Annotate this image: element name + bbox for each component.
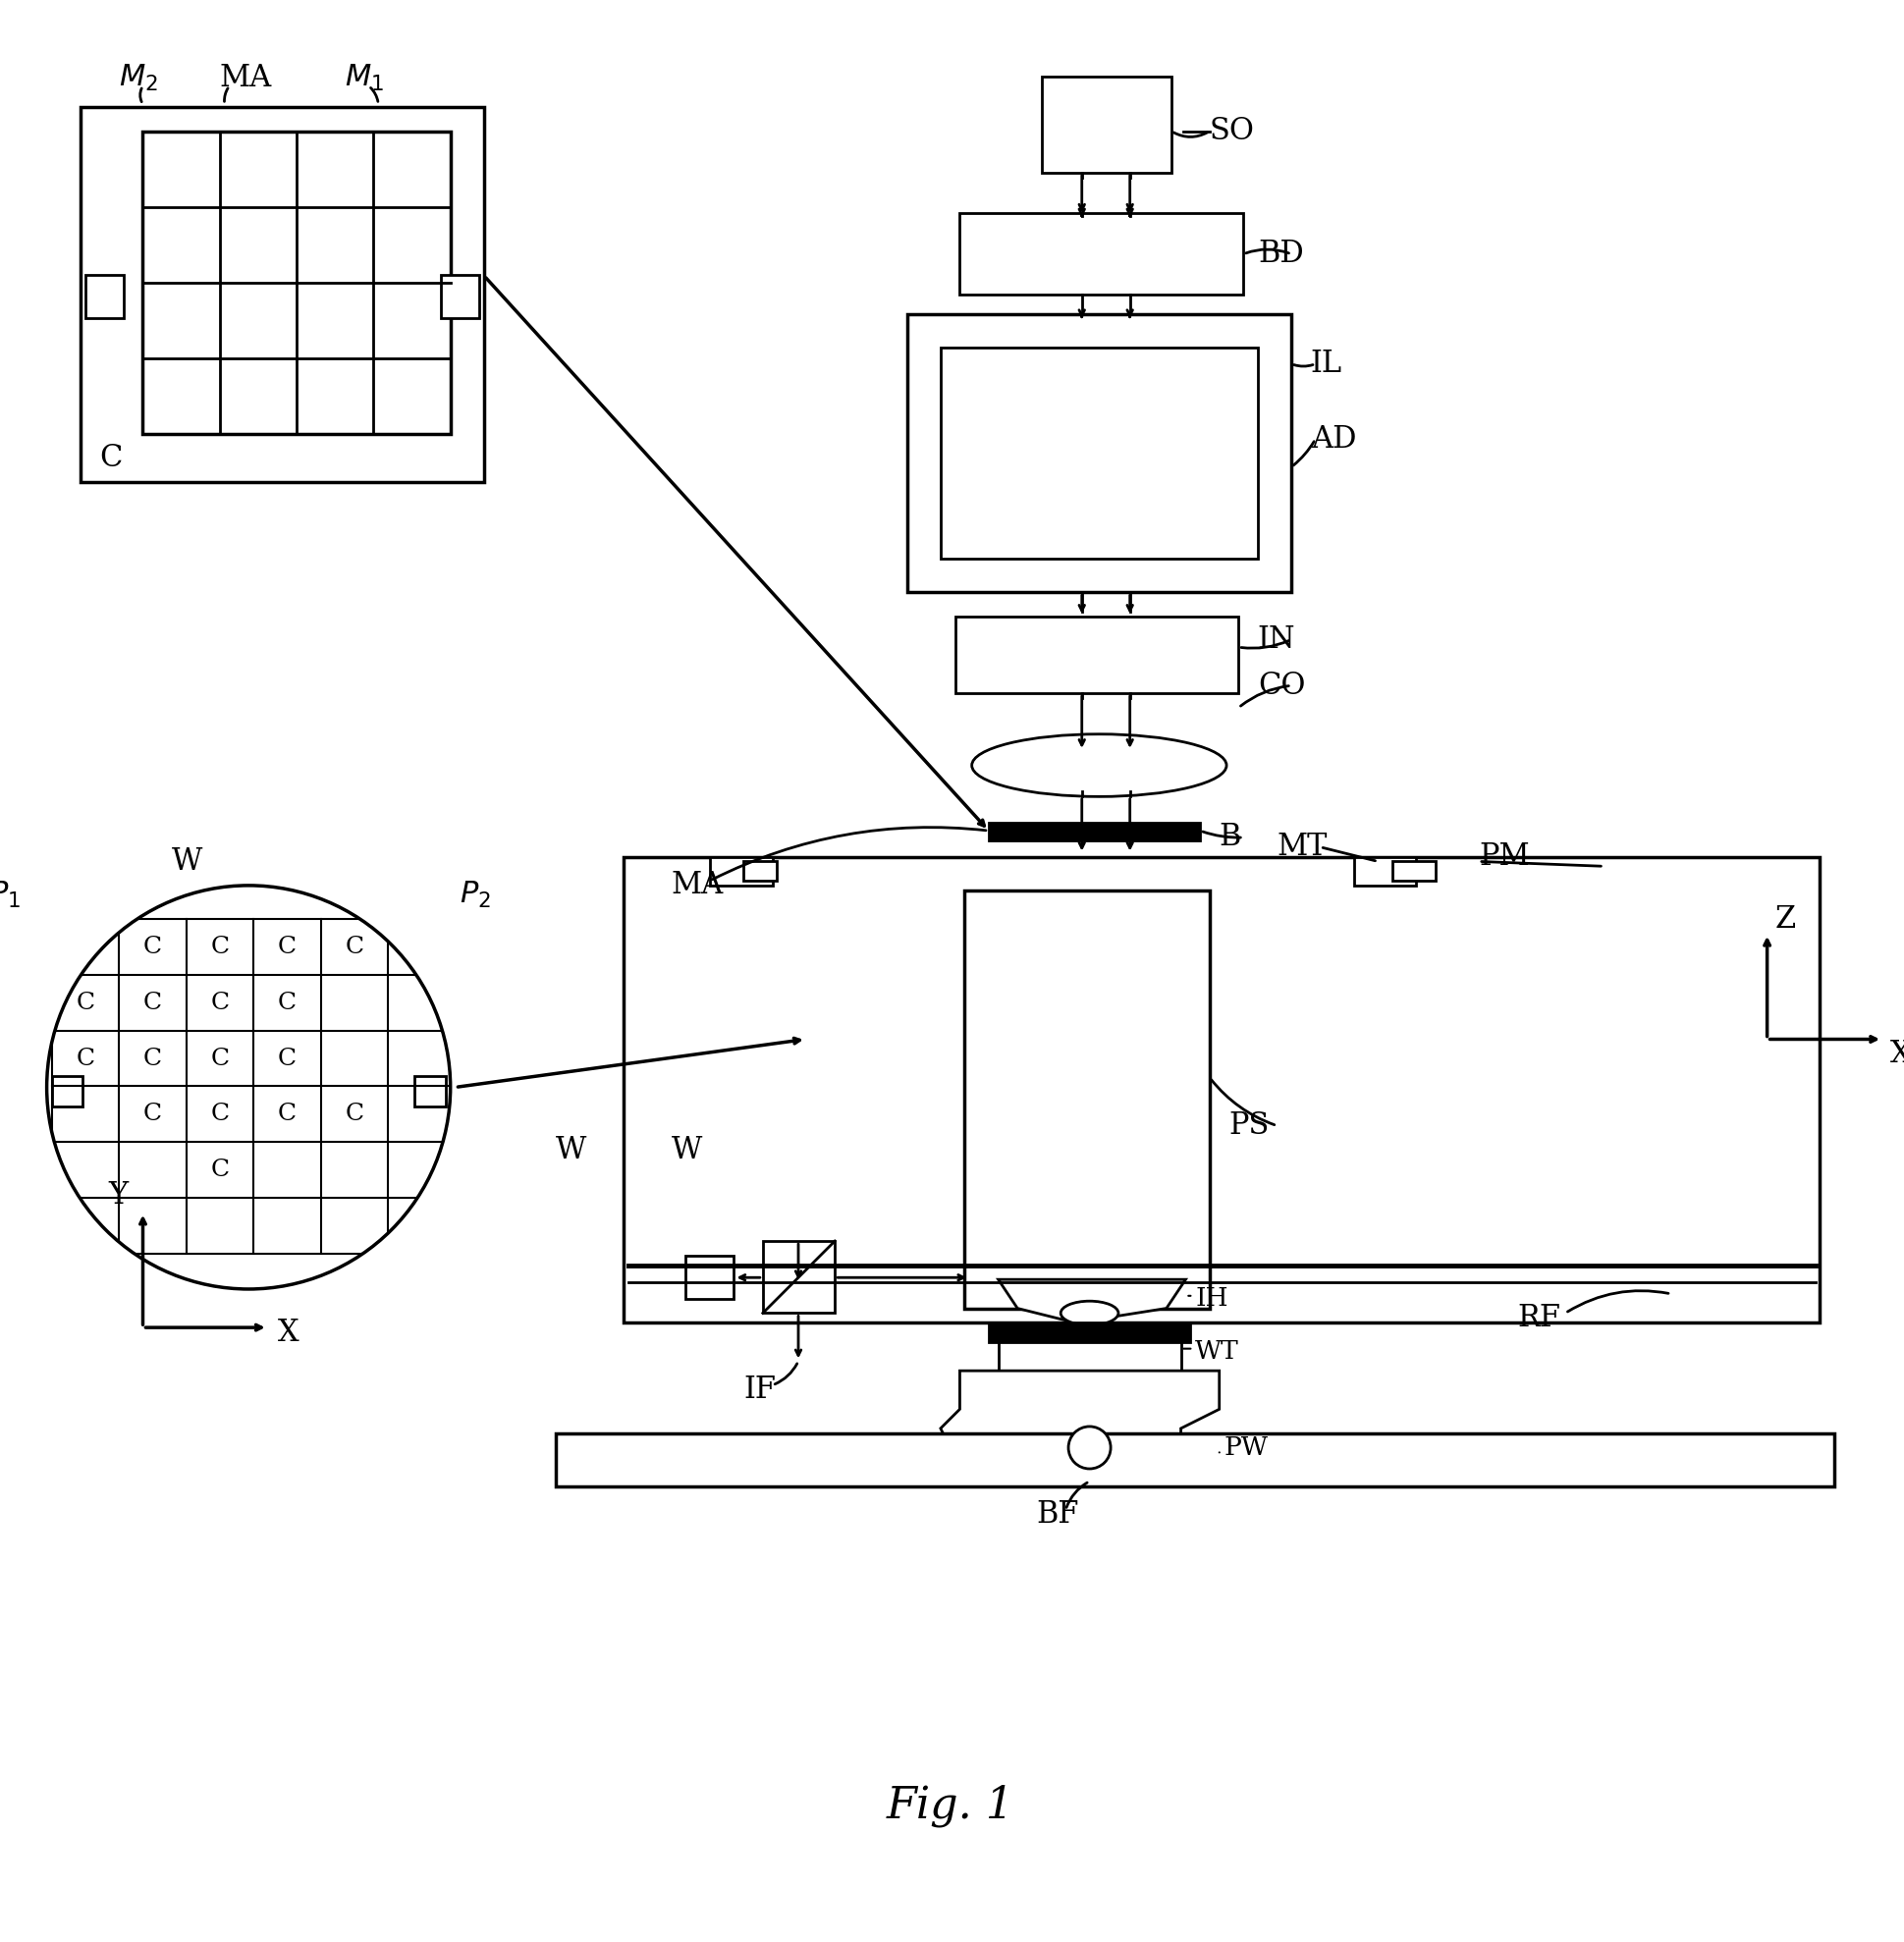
Text: MA: MA: [219, 62, 272, 93]
Text: $P_2$: $P_2$: [459, 880, 491, 911]
Bar: [623, 856, 1818, 1323]
Bar: [1392, 862, 1436, 880]
Bar: [556, 1433, 1834, 1486]
Circle shape: [1068, 1427, 1110, 1468]
Text: C: C: [345, 1103, 364, 1126]
Circle shape: [48, 886, 449, 1289]
Text: BD: BD: [1257, 239, 1302, 270]
Text: CO: CO: [1257, 670, 1304, 701]
Text: C: C: [209, 1103, 228, 1126]
Bar: [685, 1255, 733, 1299]
Bar: [963, 889, 1209, 1309]
Ellipse shape: [971, 734, 1226, 796]
Text: PW: PW: [1224, 1435, 1268, 1460]
Text: $P_1$: $P_1$: [0, 880, 21, 911]
Text: $M_2$: $M_2$: [118, 62, 158, 93]
Text: C: C: [345, 936, 364, 957]
Text: X: X: [278, 1317, 299, 1348]
Text: C: C: [278, 936, 297, 957]
Text: C: C: [143, 936, 162, 957]
Text: AD: AD: [1310, 423, 1356, 454]
Text: IH: IH: [1194, 1286, 1228, 1311]
Text: PS: PS: [1228, 1111, 1268, 1142]
Text: C: C: [209, 1159, 228, 1181]
Text: C: C: [143, 1047, 162, 1070]
Ellipse shape: [1061, 1301, 1118, 1324]
Text: BF: BF: [1036, 1499, 1080, 1530]
Text: C: C: [76, 1047, 95, 1070]
Text: IL: IL: [1310, 350, 1342, 379]
Text: RF: RF: [1516, 1303, 1559, 1332]
Bar: [743, 862, 777, 880]
Text: SO: SO: [1209, 117, 1255, 146]
Text: MA: MA: [670, 870, 724, 901]
Bar: [710, 856, 771, 886]
Bar: [1089, 1437, 1137, 1466]
Text: Fig. 1: Fig. 1: [885, 1785, 1013, 1827]
Polygon shape: [941, 1371, 1219, 1486]
Text: C: C: [278, 992, 297, 1014]
Text: Y: Y: [109, 1179, 128, 1210]
Bar: [51, 1076, 82, 1107]
Text: C: C: [278, 1103, 297, 1126]
Text: X: X: [1889, 1039, 1904, 1068]
Text: IF: IF: [743, 1375, 775, 1406]
Text: IN: IN: [1257, 623, 1295, 654]
Text: $M_1$: $M_1$: [345, 62, 385, 93]
Bar: [941, 348, 1257, 559]
Bar: [954, 616, 1238, 693]
Text: W: W: [556, 1134, 586, 1165]
Bar: [86, 276, 124, 318]
Bar: [1354, 856, 1415, 886]
Bar: [988, 1323, 1190, 1342]
Bar: [80, 107, 484, 482]
Text: C: C: [143, 1103, 162, 1126]
Bar: [1017, 1437, 1064, 1466]
Bar: [762, 1241, 834, 1313]
Bar: [1041, 76, 1171, 173]
Text: W: W: [171, 847, 202, 876]
Bar: [143, 132, 449, 433]
Bar: [988, 823, 1200, 841]
Text: PM: PM: [1478, 841, 1529, 872]
Text: C: C: [76, 992, 95, 1014]
Text: WT: WT: [1194, 1340, 1240, 1363]
Bar: [415, 1076, 446, 1107]
Text: C: C: [143, 992, 162, 1014]
Text: C: C: [209, 936, 228, 957]
Text: C: C: [209, 992, 228, 1014]
Bar: [998, 1338, 1180, 1375]
Text: W: W: [670, 1134, 703, 1165]
Polygon shape: [998, 1280, 1184, 1323]
Text: Z: Z: [1775, 903, 1795, 934]
Text: C: C: [209, 1047, 228, 1070]
Text: C: C: [99, 443, 122, 474]
Bar: [440, 276, 480, 318]
Bar: [960, 214, 1243, 295]
Bar: [906, 315, 1291, 592]
Text: C: C: [278, 1047, 297, 1070]
Text: B: B: [1219, 821, 1241, 853]
Text: MT: MT: [1276, 831, 1327, 862]
